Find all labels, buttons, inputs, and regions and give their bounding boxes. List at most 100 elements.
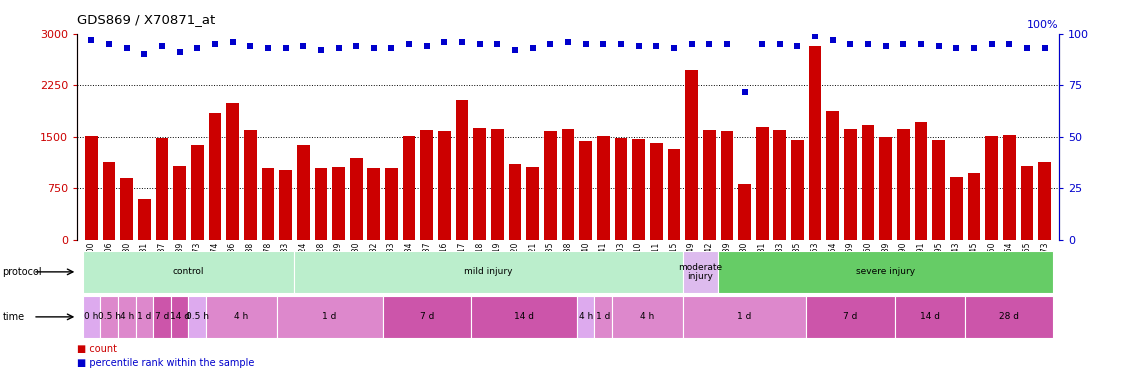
Point [82, 37, 100, 43]
Bar [933, 140, 945, 240]
Point [594, 41, 612, 47]
Bar [579, 141, 592, 240]
Text: 1 d: 1 d [323, 312, 337, 321]
Point [700, 41, 718, 47]
Bar [261, 168, 274, 240]
Point [418, 43, 436, 49]
Text: 28 d: 28 d [1000, 312, 1019, 321]
Bar [491, 129, 503, 240]
FancyBboxPatch shape [170, 296, 189, 338]
FancyBboxPatch shape [83, 251, 294, 292]
FancyBboxPatch shape [471, 296, 577, 338]
Bar [279, 170, 292, 240]
Point [983, 41, 1001, 47]
Point [383, 45, 401, 51]
Point [753, 41, 771, 47]
Bar [367, 168, 381, 240]
Point [629, 43, 648, 49]
Point [577, 41, 595, 47]
Bar [703, 130, 716, 240]
Point [524, 45, 542, 51]
FancyBboxPatch shape [577, 296, 594, 338]
Bar [950, 177, 962, 240]
Point [206, 41, 224, 47]
Bar [650, 143, 662, 240]
FancyBboxPatch shape [383, 296, 471, 338]
Point [365, 45, 383, 51]
Point [348, 43, 366, 49]
Bar [561, 129, 575, 240]
FancyBboxPatch shape [83, 296, 100, 338]
FancyBboxPatch shape [683, 296, 807, 338]
Text: 4 h: 4 h [119, 312, 134, 321]
Point [153, 43, 172, 49]
Text: protocol: protocol [2, 267, 42, 277]
Bar [596, 136, 610, 240]
Text: 7 d: 7 d [419, 312, 434, 321]
Bar [526, 167, 540, 240]
Point [947, 45, 966, 51]
Point [241, 43, 259, 49]
Point [311, 47, 329, 53]
FancyBboxPatch shape [206, 296, 277, 338]
Text: 1 d: 1 d [137, 312, 151, 321]
Bar [755, 127, 769, 240]
FancyBboxPatch shape [100, 296, 118, 338]
Bar [332, 167, 345, 240]
Bar [791, 140, 804, 240]
FancyBboxPatch shape [118, 296, 135, 338]
Text: 4 h: 4 h [641, 312, 654, 321]
FancyBboxPatch shape [153, 296, 170, 338]
FancyBboxPatch shape [135, 296, 153, 338]
Bar [385, 168, 398, 240]
Bar [137, 199, 151, 240]
Bar [509, 164, 521, 240]
Point [135, 51, 153, 57]
Point [718, 41, 736, 47]
FancyBboxPatch shape [594, 296, 612, 338]
Point [559, 39, 577, 45]
Text: time: time [2, 312, 24, 322]
Text: 0.5 h: 0.5 h [98, 312, 120, 321]
Bar [968, 172, 980, 240]
Text: 7 d: 7 d [154, 312, 169, 321]
Text: GDS869 / X70871_at: GDS869 / X70871_at [77, 13, 216, 26]
Bar [438, 131, 451, 240]
Point [929, 43, 947, 49]
Point [541, 41, 559, 47]
FancyBboxPatch shape [807, 296, 894, 338]
Text: 14 d: 14 d [513, 312, 534, 321]
Bar [774, 130, 786, 240]
Text: control: control [173, 267, 204, 276]
FancyBboxPatch shape [277, 296, 383, 338]
Bar [174, 166, 186, 240]
Bar [615, 138, 627, 240]
Bar [350, 158, 362, 240]
Bar [244, 130, 257, 240]
Bar [862, 124, 875, 240]
Text: ■ count: ■ count [77, 344, 117, 354]
Bar [544, 131, 557, 240]
Point [1036, 45, 1054, 51]
Point [400, 41, 418, 47]
FancyBboxPatch shape [683, 251, 718, 292]
Text: 14 d: 14 d [920, 312, 939, 321]
Point [683, 41, 701, 47]
Point [488, 41, 507, 47]
Point [259, 45, 277, 51]
Bar [985, 135, 999, 240]
Bar [315, 168, 327, 240]
FancyBboxPatch shape [189, 296, 206, 338]
Bar [226, 102, 239, 240]
Point [824, 37, 842, 43]
Bar [633, 139, 645, 240]
Bar [738, 184, 751, 240]
Text: 4 h: 4 h [234, 312, 249, 321]
Point [842, 41, 860, 47]
Point [118, 45, 136, 51]
Text: 7 d: 7 d [843, 312, 858, 321]
Point [470, 41, 488, 47]
Point [648, 43, 666, 49]
Bar [1020, 166, 1034, 240]
FancyBboxPatch shape [718, 251, 1053, 292]
